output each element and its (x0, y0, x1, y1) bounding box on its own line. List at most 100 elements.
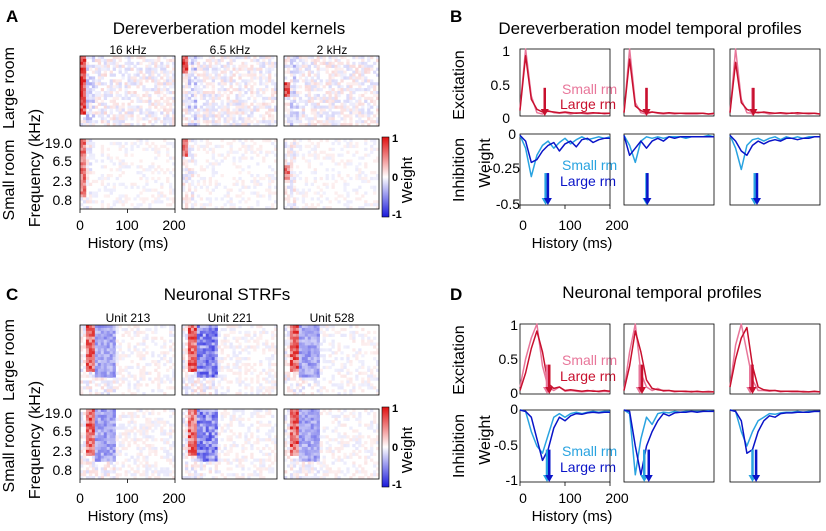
heatmap-cell (97, 426, 102, 430)
heatmap-cell (301, 64, 306, 68)
heatmap-cell (151, 409, 155, 413)
heatmap-cell (103, 464, 108, 468)
heatmap-cell (259, 56, 263, 60)
heatmap-cell (268, 374, 272, 378)
heatmap-cell (205, 429, 210, 433)
heatmap-cell (172, 354, 176, 358)
heatmap-cell (223, 105, 227, 109)
heatmap-cell (160, 111, 164, 115)
heatmap-cell (145, 336, 149, 340)
heatmap-cell (103, 446, 108, 451)
heatmap-cell (80, 473, 84, 477)
heatmap-cell (115, 351, 119, 355)
heatmap-cell (127, 82, 131, 86)
heatmap-cell (154, 200, 158, 204)
heatmap-cell (103, 61, 108, 66)
heatmap-cell (286, 354, 291, 358)
heatmap-cell (220, 357, 224, 361)
heatmap-cell (133, 108, 137, 112)
heatmap-cell (187, 473, 192, 477)
heatmap-cell (247, 441, 251, 445)
heatmap-cell (229, 325, 233, 329)
heatmap-cell (202, 64, 207, 68)
heatmap-cell (136, 327, 140, 332)
heatmap-cell (316, 64, 320, 68)
heatmap-cell (106, 120, 110, 124)
heatmap-cell (235, 56, 239, 60)
heatmap-cell (163, 467, 167, 471)
heatmap-cell (151, 194, 155, 198)
heatmap-cell (286, 144, 291, 149)
heatmap-cell (301, 336, 306, 340)
heatmap-cell (217, 380, 221, 384)
heatmap-cell (202, 70, 207, 74)
heatmap-cell (310, 197, 314, 201)
heatmap-cell (151, 470, 155, 474)
heatmap-cell (358, 64, 362, 68)
heatmap-cell (217, 345, 221, 349)
heatmap-cell (284, 58, 288, 63)
heatmap-cell (298, 411, 303, 416)
panel-c-labels: Unit 213 Unit 221 Unit 528 Large room Sm… (1, 311, 416, 525)
heatmap-cell (88, 461, 93, 465)
heatmap-cell (316, 362, 320, 367)
heatmap-cell (166, 96, 170, 101)
heatmap-cell (157, 380, 161, 384)
heatmap-cell (313, 345, 317, 349)
heatmap-cell (202, 73, 207, 77)
heatmap-cell (298, 91, 303, 95)
heatmap-cell (121, 96, 125, 101)
heatmap-cell (169, 327, 173, 332)
heatmap-cell (205, 70, 210, 74)
heatmap-cell (103, 117, 108, 121)
heatmap-cell (205, 423, 210, 427)
heatmap-cell (316, 345, 320, 349)
heatmap-cell (322, 120, 326, 124)
heatmap-cell (124, 165, 128, 169)
heatmap-cell (80, 64, 84, 68)
heatmap-cell (262, 194, 266, 198)
heatmap-cell (284, 168, 288, 172)
heatmap-cell (256, 108, 260, 112)
heatmap-cell (208, 444, 212, 448)
heatmap-cell (88, 168, 93, 172)
heatmap-cell (100, 365, 105, 370)
heatmap-cell (85, 76, 90, 80)
heatmap-cell (196, 374, 201, 378)
heatmap-cell (331, 325, 335, 329)
heatmap-cell (301, 432, 306, 436)
heatmap-cell (97, 414, 102, 419)
heatmap-cell (88, 67, 93, 71)
heatmap-cell (115, 435, 119, 439)
heatmap-cell (166, 467, 170, 471)
heatmap-cell (373, 176, 377, 181)
heatmap-cell (304, 409, 309, 413)
heatmap-cell (361, 389, 365, 393)
heatmap-cell (259, 93, 263, 98)
heatmap-frame (181, 55, 278, 127)
heatmap-cell (286, 194, 291, 198)
heatmap-cell (91, 85, 96, 89)
heatmap-cell (340, 67, 344, 71)
heatmap-cell (268, 61, 272, 66)
heatmap-cell (133, 383, 137, 387)
heatmap-cell (262, 120, 266, 124)
heatmap-cell (112, 351, 116, 355)
heatmap-cell (247, 105, 251, 109)
heatmap-cell (205, 374, 210, 378)
heatmap-cell (196, 179, 201, 184)
heatmap-cell (307, 417, 312, 421)
heatmap-cell (268, 185, 272, 189)
heatmap-cell (217, 333, 221, 337)
heatmap-cell (265, 377, 269, 381)
heatmap-cell (295, 93, 300, 98)
heatmap-cell (88, 446, 93, 451)
heatmap-cell (331, 88, 335, 92)
heatmap-cell (292, 368, 297, 372)
heatmap-cell (103, 120, 108, 124)
heatmap-cell (307, 327, 312, 332)
heatmap-cell (121, 171, 125, 175)
heatmap-cell (376, 368, 380, 372)
heatmap-cell (172, 79, 176, 83)
heatmap-cell (157, 197, 161, 201)
